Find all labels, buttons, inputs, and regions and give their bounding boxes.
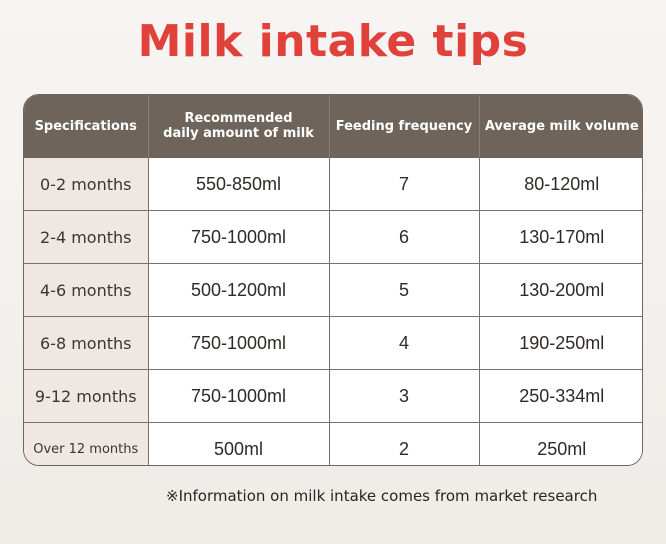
row-frequency: 5 [329,263,480,317]
table-header-row: Specifications Recommended daily amount o… [24,95,642,158]
row-average: 190-250ml [479,316,642,370]
header-recommended-daily-amount: Recommended daily amount of milk [148,95,330,158]
row-daily-amount: 500ml [148,422,330,465]
row-frequency: 4 [329,316,480,370]
row-daily-amount: 500-1200ml [148,263,330,317]
row-daily-amount: 550-850ml [148,157,330,211]
row-daily-amount: 750-1000ml [148,316,330,370]
row-spec: 4-6 months [24,263,149,317]
table-row: 2-4 months 750-1000ml 6 130-170ml [24,210,642,264]
table-row: 4-6 months 500-1200ml 5 130-200ml [24,263,642,317]
row-frequency: 3 [329,369,480,423]
row-spec: 2-4 months [24,210,149,264]
row-average: 80-120ml [479,157,642,211]
header-feeding-frequency: Feeding frequency [329,95,480,158]
row-average: 130-170ml [479,210,642,264]
row-average: 250-334ml [479,369,642,423]
row-frequency: 7 [329,157,480,211]
row-spec: 0-2 months [24,157,149,211]
row-daily-amount: 750-1000ml [148,369,330,423]
page-title: Milk intake tips [137,16,529,67]
row-average: 250ml [479,422,642,465]
table-row: 9-12 months 750-1000ml 3 250-334ml [24,369,642,423]
row-frequency: 2 [329,422,480,465]
header-specifications: Specifications [24,95,149,158]
row-spec: 6-8 months [24,316,149,370]
milk-intake-table: Specifications Recommended daily amount o… [23,94,643,466]
row-spec: Over 12 months [24,422,149,465]
row-average: 130-200ml [479,263,642,317]
table-row: Over 12 months 500ml 2 250ml [24,422,642,465]
row-daily-amount: 750-1000ml [148,210,330,264]
source-note: ※Information on milk intake comes from m… [166,487,598,505]
row-frequency: 6 [329,210,480,264]
header-average-milk-volume: Average milk volume [479,95,642,158]
table-row: 6-8 months 750-1000ml 4 190-250ml [24,316,642,370]
table-row: 0-2 months 550-850ml 7 80-120ml [24,157,642,211]
row-spec: 9-12 months [24,369,149,423]
